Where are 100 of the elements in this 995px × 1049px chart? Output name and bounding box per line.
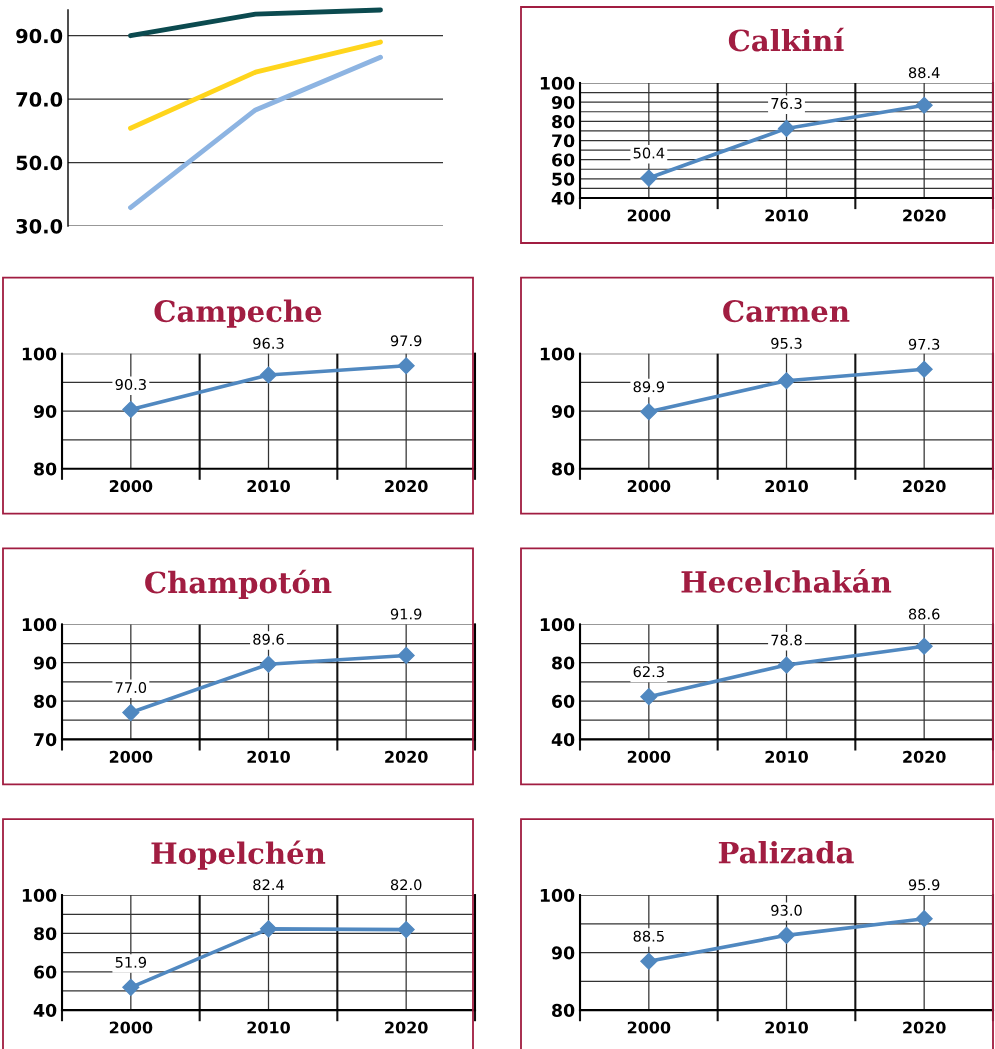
y-tick-label: 100 [540, 347, 575, 361]
data-label: 82.4 [253, 879, 284, 891]
y-tick-label: 70 [34, 733, 57, 747]
y-tick-label: 60 [34, 965, 57, 979]
chart-title: Palizada [718, 840, 854, 864]
point [122, 704, 140, 722]
y-tick-label: 30.0 [16, 218, 63, 234]
y-tick-label: 40 [551, 733, 575, 747]
x-tick-label: 2000 [627, 750, 671, 763]
x-tick-label: 2010 [765, 209, 808, 222]
x-tick-label: 2000 [109, 480, 153, 493]
x-tick-label: 2020 [903, 480, 946, 493]
x-tick-label: 2000 [109, 1021, 153, 1034]
y-tick-label: 90 [33, 404, 57, 419]
point [640, 403, 658, 421]
point [397, 357, 415, 375]
point [777, 372, 796, 390]
data-label: 78.8 [771, 634, 802, 646]
y-tick-label: 100 [22, 888, 57, 902]
y-tick-label: 80 [552, 115, 575, 129]
y-tick-label: 80 [552, 1003, 575, 1017]
y-tick-label: 40 [33, 1003, 57, 1017]
x-tick-label: 2010 [765, 1021, 808, 1034]
y-tick-label: 90 [551, 95, 575, 110]
point [259, 920, 278, 938]
x-tick-label: 2000 [627, 480, 671, 493]
data-label: 97.9 [390, 335, 422, 347]
y-tick-label: 100 [22, 618, 57, 632]
point [640, 952, 658, 970]
data-label: 88.5 [633, 930, 664, 942]
y-tick-label: 70.0 [16, 92, 63, 107]
point [259, 366, 278, 384]
point [777, 656, 796, 674]
point [122, 400, 140, 419]
point [777, 926, 796, 944]
y-tick-label: 50 [552, 172, 575, 186]
x-tick-label: 2010 [765, 750, 808, 763]
y-tick-label: 100 [540, 618, 575, 632]
data-label: 96.3 [253, 337, 284, 349]
chart-title: Hopelchén [151, 840, 326, 870]
y-tick-label: 70 [552, 134, 575, 148]
x-tick-label: 2020 [903, 750, 946, 763]
point [915, 637, 933, 655]
point [915, 96, 933, 114]
point [122, 978, 140, 996]
point [397, 921, 415, 939]
y-tick-label: 80 [34, 694, 57, 708]
x-tick-label: 2020 [903, 209, 946, 222]
data-label: 77.0 [115, 682, 147, 694]
chart-title: Champotón [145, 569, 332, 600]
x-tick-label: 2020 [385, 480, 428, 493]
data-label: 82.0 [390, 879, 422, 891]
y-tick-label: 90 [551, 946, 575, 960]
point [640, 688, 658, 706]
x-tick-label: 2010 [765, 480, 808, 493]
data-label: 50.4 [633, 147, 665, 159]
x-tick-label: 2010 [247, 750, 290, 763]
data-label: 51.9 [115, 956, 147, 968]
x-tick-label: 2020 [903, 1021, 946, 1034]
y-tick-label: 60 [552, 153, 575, 167]
point [915, 910, 933, 928]
x-tick-label: 2010 [247, 480, 290, 493]
data-label: 93.0 [771, 904, 802, 916]
y-tick-label: 60 [552, 694, 575, 708]
y-tick-label: 90.0 [16, 28, 63, 44]
x-tick-label: 2000 [627, 209, 671, 222]
x-tick-label: 2020 [385, 750, 428, 763]
y-tick-label: 40 [551, 191, 575, 205]
data-label: 89.9 [633, 381, 665, 393]
data-label: 95.3 [771, 337, 802, 349]
y-tick-label: 50.0 [16, 155, 63, 171]
data-label: 62.3 [633, 666, 664, 678]
y-tick-label: 80 [34, 462, 57, 476]
y-tick-label: 100 [22, 347, 57, 361]
point [915, 360, 933, 378]
point [397, 646, 415, 665]
data-label: 88.4 [908, 67, 940, 79]
x-tick-label: 2020 [385, 1021, 428, 1034]
x-tick-label: 2000 [627, 1021, 671, 1034]
chart-title: Calkiní [728, 27, 845, 52]
y-tick-label: 80 [34, 927, 57, 941]
chart-title: Hecelchakán [681, 569, 892, 593]
y-tick-label: 100 [540, 76, 575, 90]
data-label: 88.6 [908, 608, 940, 620]
data-label: 95.9 [908, 879, 940, 891]
data-label: 97.3 [908, 338, 940, 350]
y-tick-label: 80 [552, 462, 575, 476]
chart-title: Carmen [723, 300, 850, 323]
data-label: 89.6 [253, 633, 284, 645]
x-tick-label: 2010 [247, 1021, 290, 1034]
y-tick-label: 90 [551, 404, 575, 419]
data-label: 91.9 [390, 608, 422, 620]
y-tick-label: 100 [540, 888, 575, 902]
point [259, 655, 278, 673]
x-tick-label: 2000 [109, 750, 153, 763]
point [777, 119, 796, 137]
data-label: 76.3 [771, 97, 802, 109]
y-tick-label: 90 [33, 656, 57, 670]
chart-title: Campeche [154, 299, 322, 328]
point [640, 169, 658, 187]
